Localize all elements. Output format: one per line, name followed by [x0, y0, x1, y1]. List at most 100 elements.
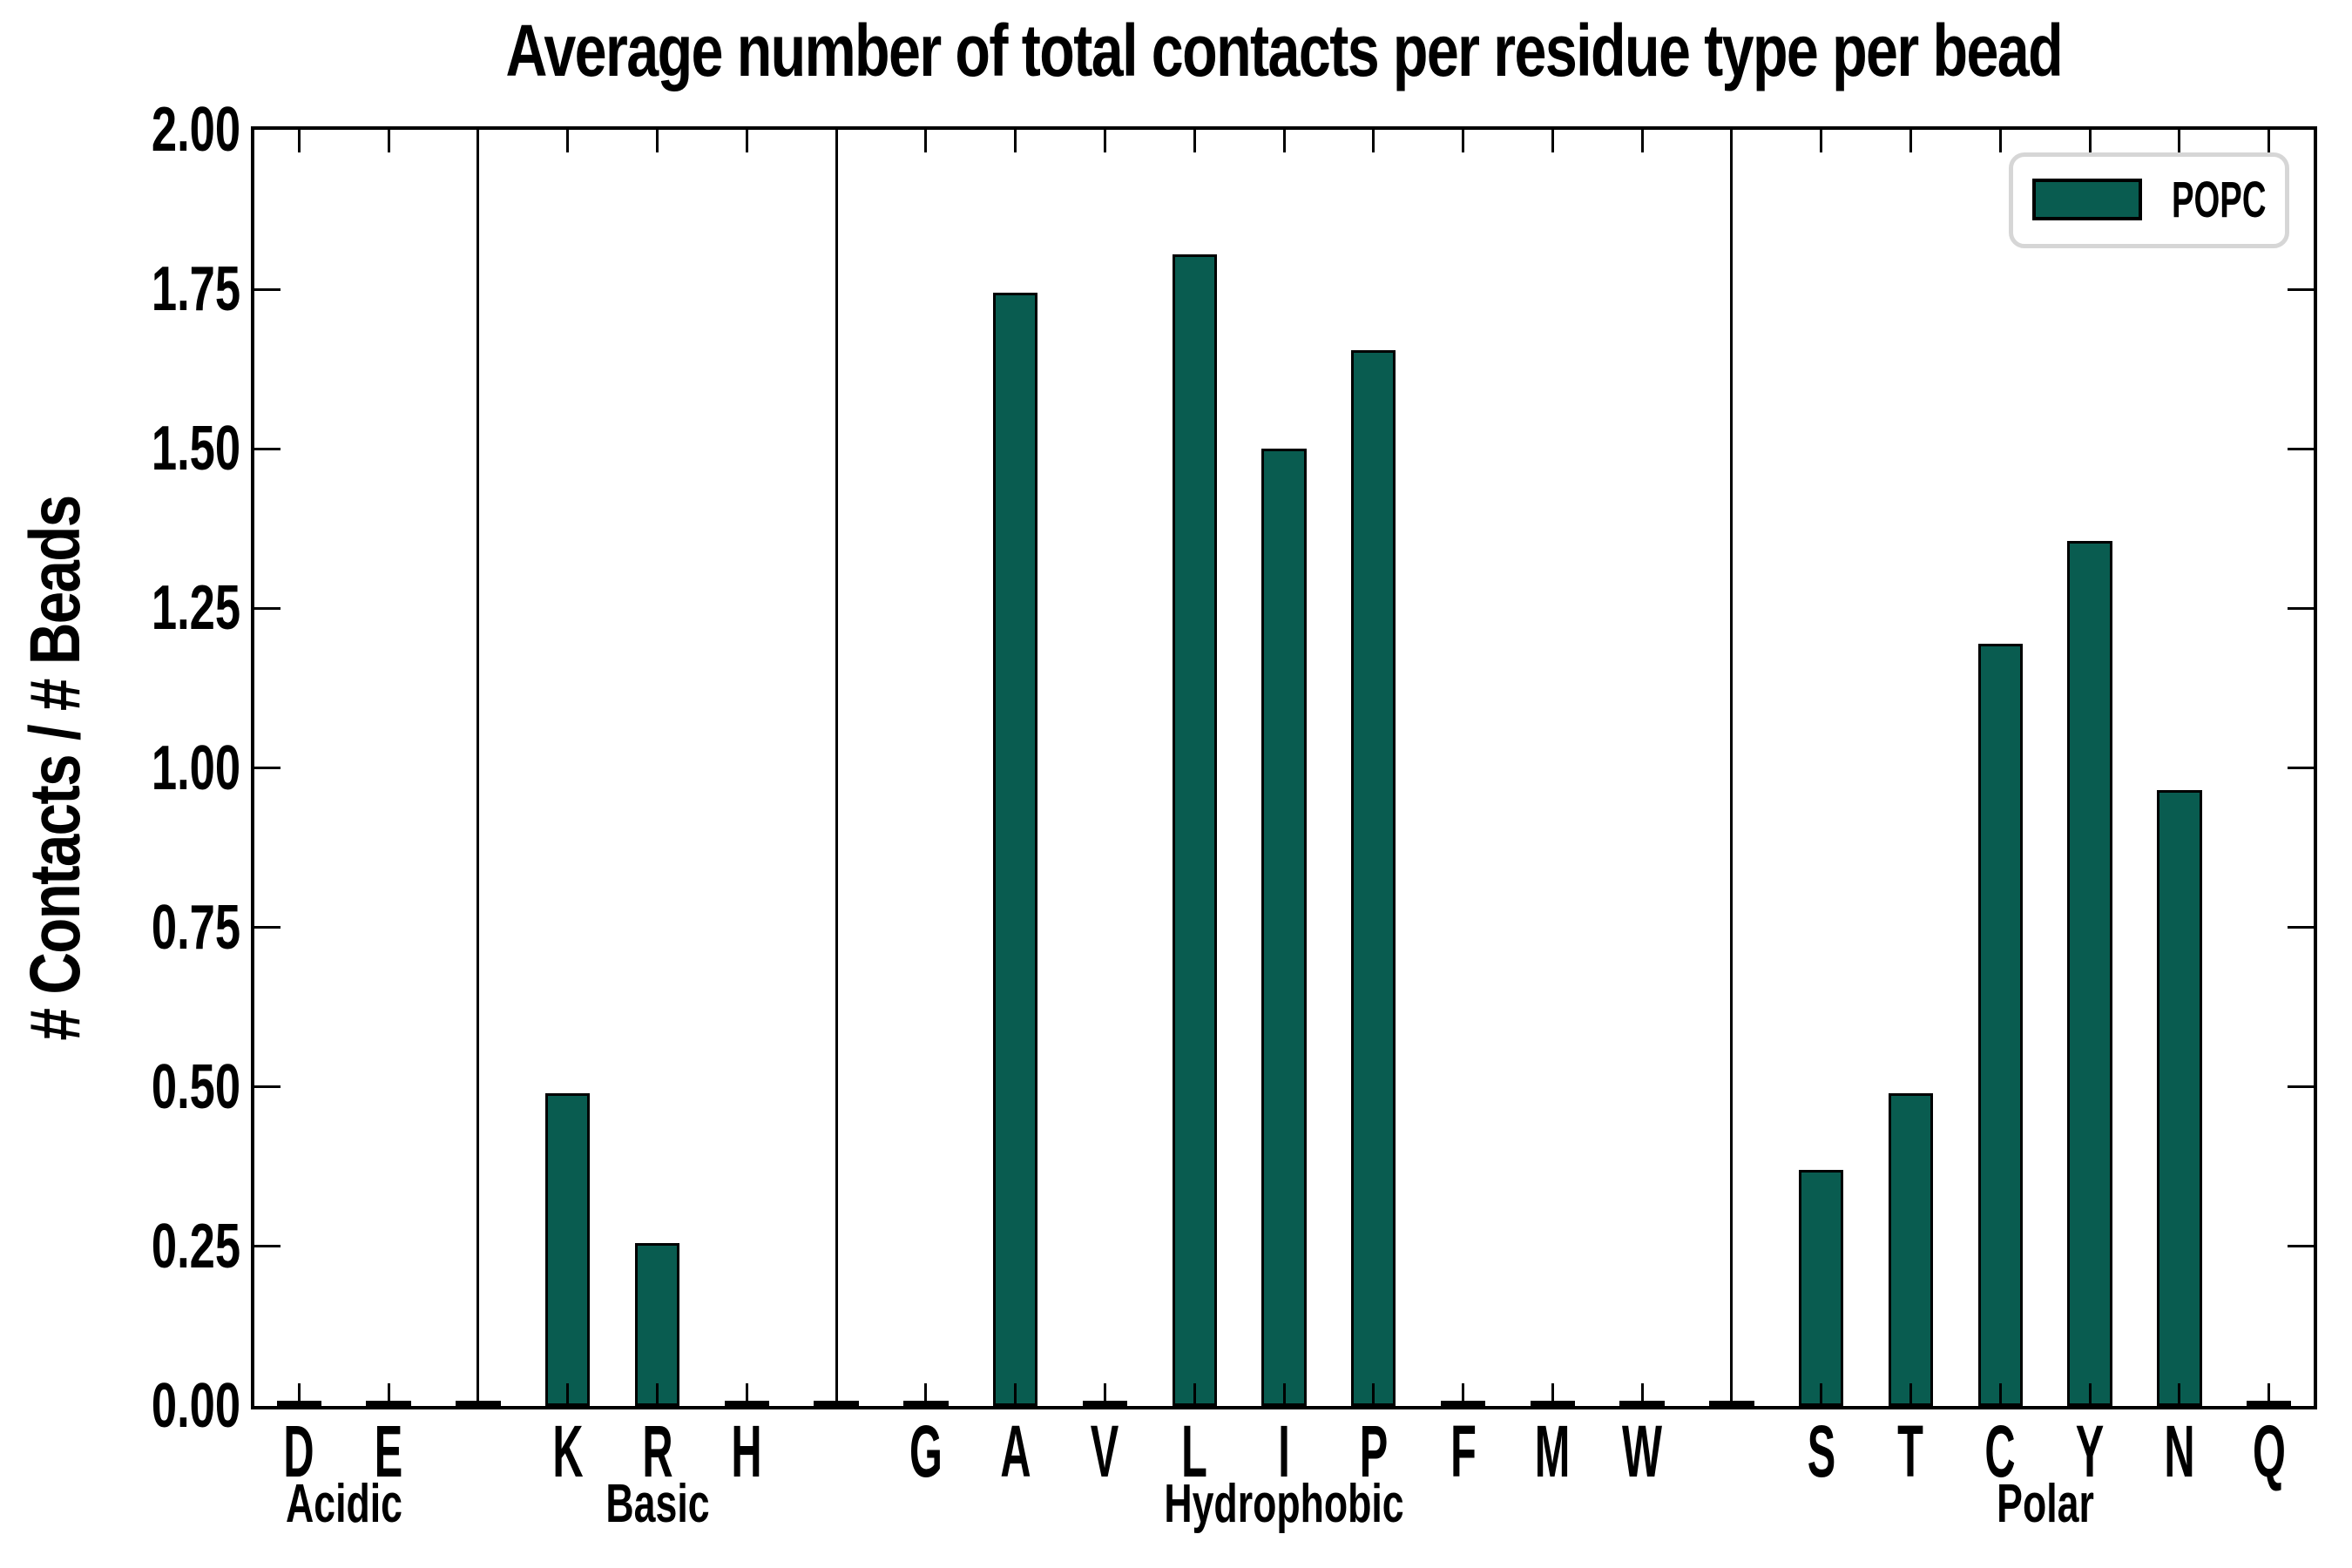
y-axis-tick-left	[254, 767, 280, 769]
group-label-text: Basic	[605, 1474, 710, 1534]
x-tick-label-Y: Y	[2065, 1415, 2114, 1488]
x-tick-label-I: I	[1274, 1415, 1294, 1488]
top-axis-tick	[1014, 130, 1017, 152]
x-tick-label-text: W	[1622, 1410, 1663, 1492]
top-axis-tick	[924, 130, 928, 152]
y-tick-label-0.25: 0.25	[118, 1215, 240, 1278]
legend: POPC	[2009, 152, 2289, 248]
x-tick-label-P: P	[1349, 1415, 1398, 1488]
bar-A	[992, 292, 1038, 1406]
x-axis-tick	[1372, 1383, 1375, 1406]
top-axis-tick	[387, 130, 390, 152]
y-axis-label: # Contacts / # Beads	[15, 436, 97, 1100]
y-tick-label-text: 1.50	[151, 414, 240, 484]
x-axis-tick	[297, 1383, 301, 1406]
x-tick-label-text: R	[641, 1410, 673, 1492]
y-axis-tick-left	[254, 447, 280, 450]
x-tick-label-S: S	[1797, 1415, 1846, 1488]
top-axis-tick	[2088, 130, 2092, 152]
x-tick-label-text: E	[374, 1410, 403, 1492]
y-tick-label-text: 0.25	[151, 1211, 240, 1281]
y-axis-tick-left	[254, 287, 280, 291]
y-axis-tick-right	[2288, 1085, 2314, 1089]
x-tick-label-N: N	[2153, 1415, 2206, 1488]
top-axis-tick	[1551, 130, 1554, 152]
x-axis-tick	[387, 1383, 390, 1406]
x-tick-label-W: W	[1607, 1415, 1676, 1488]
bar-C	[1977, 643, 2023, 1406]
top-axis-tick	[476, 130, 480, 152]
bar-R	[634, 1243, 680, 1406]
chart-title-text: Average number of total contacts per res…	[505, 10, 2064, 91]
x-axis-tick	[566, 1383, 570, 1406]
group-label-polar: Polar	[1977, 1477, 2112, 1531]
x-tick-label-C: C	[1974, 1415, 2027, 1488]
x-axis-tick	[2088, 1383, 2092, 1406]
top-axis-tick	[1282, 130, 1286, 152]
y-axis-tick-right	[2288, 926, 2314, 929]
legend-swatch-popc	[2032, 179, 2142, 220]
group-separator-line	[476, 130, 480, 1406]
y-axis-tick-left	[254, 606, 280, 610]
y-axis-label-text: # Contacts / # Beads	[16, 496, 95, 1041]
x-tick-label-text: K	[552, 1410, 584, 1492]
y-axis-tick-left	[254, 926, 280, 929]
x-tick-label-text: F	[1450, 1410, 1477, 1492]
y-tick-label-2.00: 2.00	[118, 98, 240, 161]
bar-K	[545, 1093, 591, 1406]
top-axis-tick	[1193, 130, 1196, 152]
x-tick-label-text: L	[1181, 1410, 1208, 1492]
top-axis-tick	[1998, 130, 2002, 152]
x-tick-label-M: M	[1522, 1415, 1583, 1488]
x-tick-label-text: T	[1897, 1410, 1924, 1492]
group-label-hydrophobic: Hydrophobic	[1118, 1477, 1450, 1531]
top-axis-tick	[566, 130, 570, 152]
x-tick-label-text: D	[283, 1410, 314, 1492]
x-axis-tick	[1551, 1383, 1554, 1406]
x-tick-label-text: I	[1278, 1410, 1290, 1492]
bar-L	[1172, 253, 1217, 1406]
top-axis-tick	[1103, 130, 1106, 152]
y-tick-label-1.75: 1.75	[118, 258, 240, 321]
top-axis-tick	[2268, 130, 2271, 152]
x-axis-tick	[1730, 1383, 1734, 1406]
x-axis-tick	[1103, 1383, 1106, 1406]
x-tick-label-text: Y	[2075, 1410, 2105, 1492]
top-axis-tick	[1820, 130, 1823, 152]
x-axis-tick	[1998, 1383, 2002, 1406]
y-tick-label-text: 1.75	[151, 254, 240, 325]
bar-S	[1799, 1169, 1844, 1406]
x-tick-label-text: Q	[2252, 1410, 2286, 1492]
top-axis-tick	[1372, 130, 1375, 152]
y-axis-tick-right	[2288, 606, 2314, 610]
y-axis-tick-left	[254, 1085, 280, 1089]
top-axis-tick	[656, 130, 659, 152]
y-tick-label-0.75: 0.75	[118, 896, 240, 959]
top-axis-tick	[745, 130, 748, 152]
bar-T	[1888, 1093, 1934, 1406]
x-tick-label-text: H	[731, 1410, 762, 1492]
x-tick-label-K: K	[541, 1415, 594, 1488]
x-axis-tick	[924, 1383, 928, 1406]
y-tick-label-text: 0.75	[151, 892, 240, 963]
x-tick-label-L: L	[1173, 1415, 1217, 1488]
x-tick-label-Q: Q	[2240, 1415, 2297, 1488]
group-label-text: Acidic	[285, 1474, 402, 1534]
x-tick-label-A: A	[989, 1415, 1042, 1488]
chart-title: Average number of total contacts per res…	[251, 12, 2317, 89]
y-tick-label-text: 1.25	[151, 573, 240, 644]
x-tick-label-D: D	[273, 1415, 326, 1488]
x-tick-label-text: A	[1000, 1410, 1031, 1492]
bar-Y	[2067, 541, 2112, 1406]
bar-P	[1351, 349, 1396, 1406]
x-axis-tick	[2268, 1383, 2271, 1406]
y-tick-label-text: 0.50	[151, 1051, 240, 1122]
y-tick-label-0.50: 0.50	[118, 1056, 240, 1119]
group-label-text: Hydrophobic	[1164, 1474, 1404, 1534]
y-tick-label-1.00: 1.00	[118, 737, 240, 800]
y-tick-label-0.00: 0.00	[118, 1375, 240, 1437]
bar-I	[1261, 449, 1307, 1406]
y-axis-tick-right	[2288, 447, 2314, 450]
x-tick-label-E: E	[364, 1415, 413, 1488]
x-tick-label-G: G	[897, 1415, 954, 1488]
